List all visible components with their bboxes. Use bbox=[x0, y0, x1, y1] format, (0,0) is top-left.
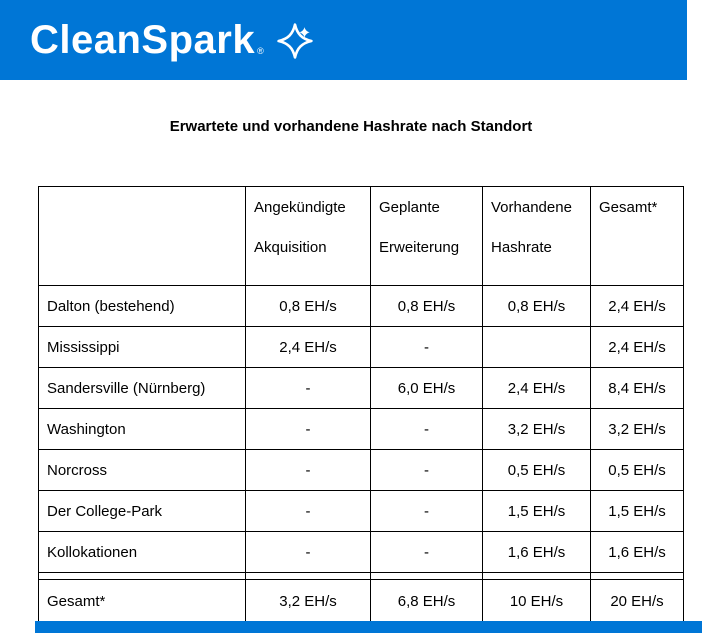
table-cell: 3,2 EH/s bbox=[590, 408, 684, 450]
table-cell: 0,8 EH/s bbox=[245, 285, 371, 327]
table-cell: - bbox=[370, 326, 483, 368]
table-row: Kollokationen - - 1,6 EH/s 1,6 EH/s bbox=[38, 531, 684, 573]
table-cell: 1,5 EH/s bbox=[482, 490, 591, 532]
registered-mark: ® bbox=[257, 46, 264, 56]
table-cell: 6,0 EH/s bbox=[370, 367, 483, 409]
sparkle-icon bbox=[276, 22, 314, 60]
column-header-existing-hashrate: Vorhandene Hashrate bbox=[482, 186, 591, 286]
table-cell bbox=[482, 326, 591, 368]
row-label: Der College-Park bbox=[38, 490, 246, 532]
brand-name: CleanSpark bbox=[30, 18, 256, 62]
table-cell: - bbox=[245, 449, 371, 491]
table-cell: 6,8 EH/s bbox=[370, 579, 483, 624]
column-header-planned-expansion: Geplante Erweiterung bbox=[370, 186, 483, 286]
table-total-row: Gesamt* 3,2 EH/s 6,8 EH/s 10 EH/s 20 EH/… bbox=[38, 579, 684, 624]
table-row: Washington - - 3,2 EH/s 3,2 EH/s bbox=[38, 408, 684, 450]
table-cell: - bbox=[245, 490, 371, 532]
table-cell: - bbox=[245, 531, 371, 573]
table-cell: 2,4 EH/s bbox=[245, 326, 371, 368]
footer-bar bbox=[35, 621, 702, 633]
table-cell: - bbox=[245, 408, 371, 450]
table-cell bbox=[38, 572, 246, 580]
column-header-total: Gesamt* bbox=[590, 186, 684, 286]
column-header-line: Erweiterung bbox=[379, 239, 460, 256]
hashrate-table: Angekündigte Akquisition Geplante Erweit… bbox=[38, 186, 684, 624]
column-header-line: Gesamt* bbox=[599, 199, 658, 216]
table-cell: 2,4 EH/s bbox=[482, 367, 591, 409]
row-label: Dalton (bestehend) bbox=[38, 285, 246, 327]
row-label: Mississippi bbox=[38, 326, 246, 368]
row-label: Kollokationen bbox=[38, 531, 246, 573]
table-cell: - bbox=[370, 531, 483, 573]
table-cell: - bbox=[370, 449, 483, 491]
table-cell: 3,2 EH/s bbox=[482, 408, 591, 450]
column-header-line: Akquisition bbox=[254, 239, 327, 256]
table-cell: 1,5 EH/s bbox=[590, 490, 684, 532]
row-label: Gesamt* bbox=[38, 579, 246, 624]
table-cell: 8,4 EH/s bbox=[590, 367, 684, 409]
table-cell bbox=[370, 572, 483, 580]
table-row: Norcross - - 0,5 EH/s 0,5 EH/s bbox=[38, 449, 684, 491]
row-label: Norcross bbox=[38, 449, 246, 491]
table-cell: 2,4 EH/s bbox=[590, 285, 684, 327]
table-cell: 20 EH/s bbox=[590, 579, 684, 624]
table-cell: - bbox=[245, 367, 371, 409]
table-row: Sandersville (Nürnberg) - 6,0 EH/s 2,4 E… bbox=[38, 367, 684, 409]
table-cell: 1,6 EH/s bbox=[482, 531, 591, 573]
table-cell: 10 EH/s bbox=[482, 579, 591, 624]
table-cell: 0,8 EH/s bbox=[482, 285, 591, 327]
table-corner-cell bbox=[38, 186, 246, 286]
brand-logo: CleanSpark ® bbox=[30, 20, 314, 60]
page-title: Erwartete und vorhandene Hashrate nach S… bbox=[169, 118, 533, 135]
table-cell bbox=[245, 572, 371, 580]
table-cell: - bbox=[370, 490, 483, 532]
row-label: Washington bbox=[38, 408, 246, 450]
column-header-line: Vorhandene bbox=[491, 199, 572, 216]
table-cell: 2,4 EH/s bbox=[590, 326, 684, 368]
table-row: Mississippi 2,4 EH/s - 2,4 EH/s bbox=[38, 326, 684, 368]
header-bar: CleanSpark ® bbox=[0, 0, 687, 80]
column-header-line: Hashrate bbox=[491, 239, 552, 256]
column-header-line: Angekündigte bbox=[254, 199, 346, 216]
table-cell: 0,5 EH/s bbox=[482, 449, 591, 491]
spacer-row bbox=[38, 572, 684, 580]
table-cell bbox=[590, 572, 684, 580]
table-cell: 1,6 EH/s bbox=[590, 531, 684, 573]
table-cell: 3,2 EH/s bbox=[245, 579, 371, 624]
table-cell: 0,8 EH/s bbox=[370, 285, 483, 327]
table-row: Dalton (bestehend) 0,8 EH/s 0,8 EH/s 0,8… bbox=[38, 285, 684, 327]
table-cell: 0,5 EH/s bbox=[590, 449, 684, 491]
table-header-row: Angekündigte Akquisition Geplante Erweit… bbox=[38, 186, 684, 286]
column-header-line: Geplante bbox=[379, 199, 440, 216]
table-row: Der College-Park - - 1,5 EH/s 1,5 EH/s bbox=[38, 490, 684, 532]
table-cell bbox=[482, 572, 591, 580]
row-label: Sandersville (Nürnberg) bbox=[38, 367, 246, 409]
table-cell: - bbox=[370, 408, 483, 450]
column-header-announced-acquisition: Angekündigte Akquisition bbox=[245, 186, 371, 286]
